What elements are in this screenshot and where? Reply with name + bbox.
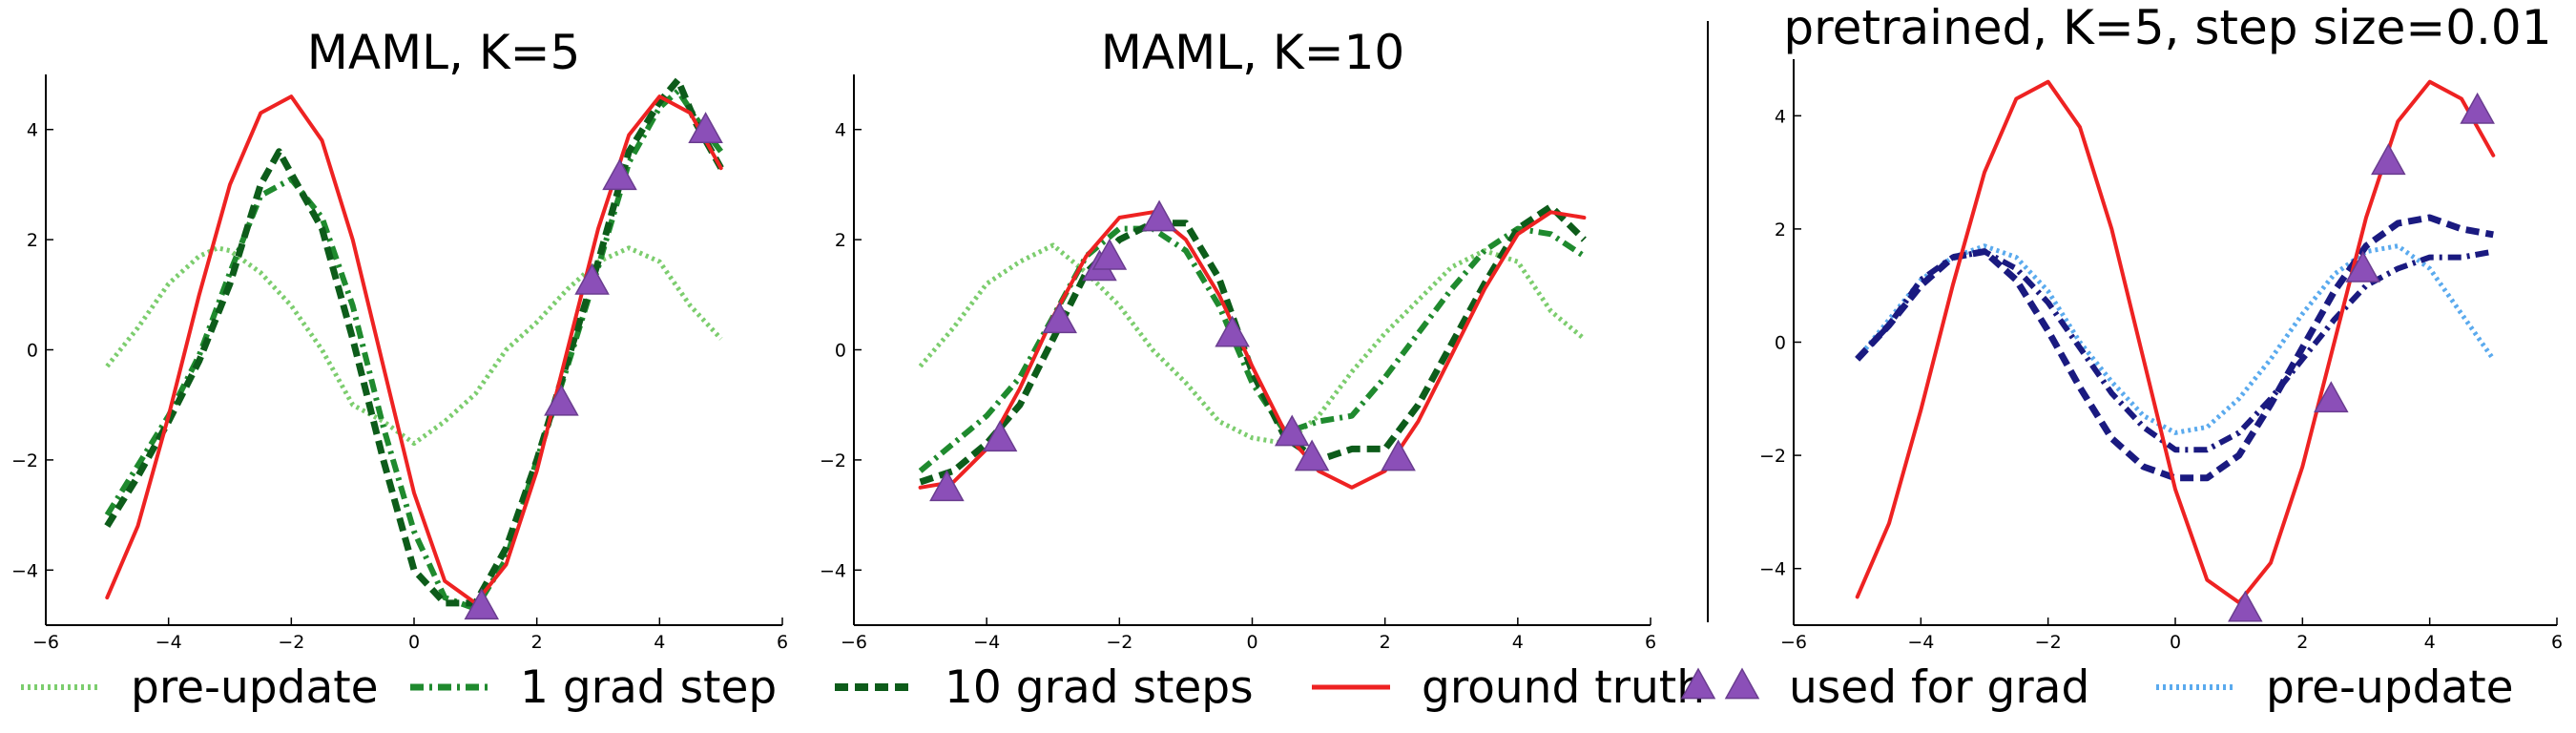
x-tick-label: 6 bbox=[1645, 632, 1656, 653]
legend-label: ground truth bbox=[1422, 661, 1705, 714]
grad-sample-marker bbox=[464, 588, 500, 620]
series-line-10-grad-steps bbox=[104, 76, 724, 607]
panel-1: MAML, K=5 −6 −4 −2 0 2 4 6 −4 −2 0 2 4 bbox=[11, 25, 788, 653]
y-tick-label: 0 bbox=[835, 341, 846, 362]
legend-marker-icon bbox=[1724, 667, 1760, 700]
x-tick-label: −4 bbox=[973, 632, 1000, 653]
grad-sample-marker bbox=[929, 470, 965, 502]
x-tick-label: −4 bbox=[1907, 632, 1934, 653]
panel-title: pretrained, K=5, step size=0.01 bbox=[1783, 0, 2551, 55]
grad-sample-marker bbox=[574, 262, 610, 295]
legend-item: 10 grad steps bbox=[835, 661, 1254, 714]
series-line-pre-update bbox=[918, 242, 1586, 447]
y-tick-label: 0 bbox=[1775, 333, 1786, 354]
x-tick-label: 2 bbox=[531, 632, 543, 653]
x-tick-label: −6 bbox=[32, 632, 59, 653]
series-used-for-grad-markers bbox=[929, 199, 1416, 502]
x-tick-label: 0 bbox=[2170, 632, 2181, 653]
grad-sample-marker bbox=[1381, 439, 1416, 471]
legend-item: used for grad bbox=[1680, 661, 2089, 714]
grad-sample-marker bbox=[1294, 439, 1330, 471]
legend-label: 10 grad steps bbox=[945, 661, 1254, 714]
series-line-1-grad-step bbox=[104, 88, 724, 612]
grad-sample-marker bbox=[602, 158, 637, 191]
y-tick-label: 0 bbox=[27, 341, 38, 362]
series-used-for-grad-markers bbox=[2228, 92, 2495, 622]
panel-3: pretrained, K=5, step size=0.01 −6 −4 −2 0 2 4… bbox=[1759, 0, 2563, 653]
x-tick-label: −6 bbox=[841, 632, 867, 653]
y-tick-label: 2 bbox=[1775, 220, 1786, 241]
x-tick-label: 2 bbox=[1380, 632, 1391, 653]
grad-sample-marker bbox=[2371, 143, 2406, 176]
panel-title: MAML, K=5 bbox=[307, 25, 581, 80]
x-tick-label: 0 bbox=[1246, 632, 1257, 653]
panel-2: MAML, K=10 −6 −4 −2 0 2 4 6 −4 −2 0 2 4 bbox=[820, 25, 1656, 653]
y-tick-label: −2 bbox=[1759, 446, 1786, 467]
legend: pre-update 1 grad step 10 grad steps ground… bbox=[21, 661, 2514, 714]
y-tick-label: −4 bbox=[11, 560, 38, 581]
series-line-ground-truth bbox=[1855, 79, 2496, 605]
x-tick-label: 2 bbox=[2296, 632, 2308, 653]
y-tick-label: −2 bbox=[820, 450, 846, 471]
grad-sample-marker bbox=[1215, 315, 1250, 347]
series-line-10-grad-steps bbox=[919, 203, 1587, 486]
x-tick-label: −2 bbox=[278, 632, 304, 653]
series-line-ground-truth bbox=[918, 210, 1587, 490]
grad-sample-marker bbox=[1091, 238, 1128, 270]
legend-marker-icon bbox=[1680, 667, 1716, 700]
plot-panels: MAML, K=5 −6 −4 −2 0 2 4 6 −4 −2 0 2 4 MAML, K=10 −6 −4… bbox=[11, 0, 2563, 653]
legend-item: pre-update bbox=[2156, 661, 2514, 714]
series-used-for-grad-markers bbox=[464, 112, 723, 620]
legend-label: pre-update bbox=[131, 661, 379, 714]
legend-item: ground truth bbox=[1312, 661, 1705, 714]
x-tick-label: −4 bbox=[156, 632, 182, 653]
x-tick-label: −6 bbox=[1780, 632, 1807, 653]
x-tick-label: −2 bbox=[2035, 632, 2062, 653]
series-line-pre-update bbox=[1855, 243, 2496, 435]
y-tick-label: −2 bbox=[11, 450, 38, 471]
legend-item: pre-update bbox=[21, 661, 379, 714]
grad-sample-marker bbox=[688, 112, 723, 144]
series-line-10-grad-steps bbox=[1855, 214, 2494, 482]
grad-sample-marker bbox=[2228, 590, 2263, 622]
grad-sample-marker bbox=[2345, 250, 2380, 283]
y-tick-label: 2 bbox=[835, 230, 846, 251]
x-tick-label: 6 bbox=[777, 632, 788, 653]
grad-sample-marker bbox=[544, 384, 579, 416]
legend-item: 1 grad step bbox=[410, 661, 777, 714]
y-tick-label: 2 bbox=[27, 230, 38, 251]
series-line-1-grad-step bbox=[918, 225, 1587, 473]
x-tick-label: 4 bbox=[654, 632, 665, 653]
y-tick-label: 4 bbox=[1775, 106, 1786, 127]
grad-sample-marker bbox=[2314, 381, 2349, 413]
legend-label: pre-update bbox=[2266, 661, 2514, 714]
x-tick-label: 0 bbox=[408, 632, 420, 653]
x-tick-label: 4 bbox=[1512, 632, 1524, 653]
panel-title: MAML, K=10 bbox=[1101, 25, 1404, 80]
y-tick-label: −4 bbox=[820, 560, 846, 581]
x-tick-label: −2 bbox=[1106, 632, 1132, 653]
grad-sample-marker bbox=[2460, 92, 2495, 124]
x-tick-label: 4 bbox=[2424, 632, 2436, 653]
y-tick-label: 4 bbox=[835, 120, 846, 141]
grad-sample-marker bbox=[1274, 414, 1310, 447]
y-tick-label: 4 bbox=[27, 120, 38, 141]
grad-sample-marker bbox=[1141, 199, 1177, 232]
x-tick-label: 6 bbox=[2551, 632, 2563, 653]
grad-sample-marker bbox=[1042, 302, 1077, 334]
grad-sample-marker bbox=[982, 420, 1018, 452]
legend-label: 1 grad step bbox=[520, 661, 777, 714]
legend-label: used for grad bbox=[1789, 661, 2089, 714]
y-tick-label: −4 bbox=[1759, 559, 1786, 580]
series-line-pre-update bbox=[105, 245, 723, 447]
